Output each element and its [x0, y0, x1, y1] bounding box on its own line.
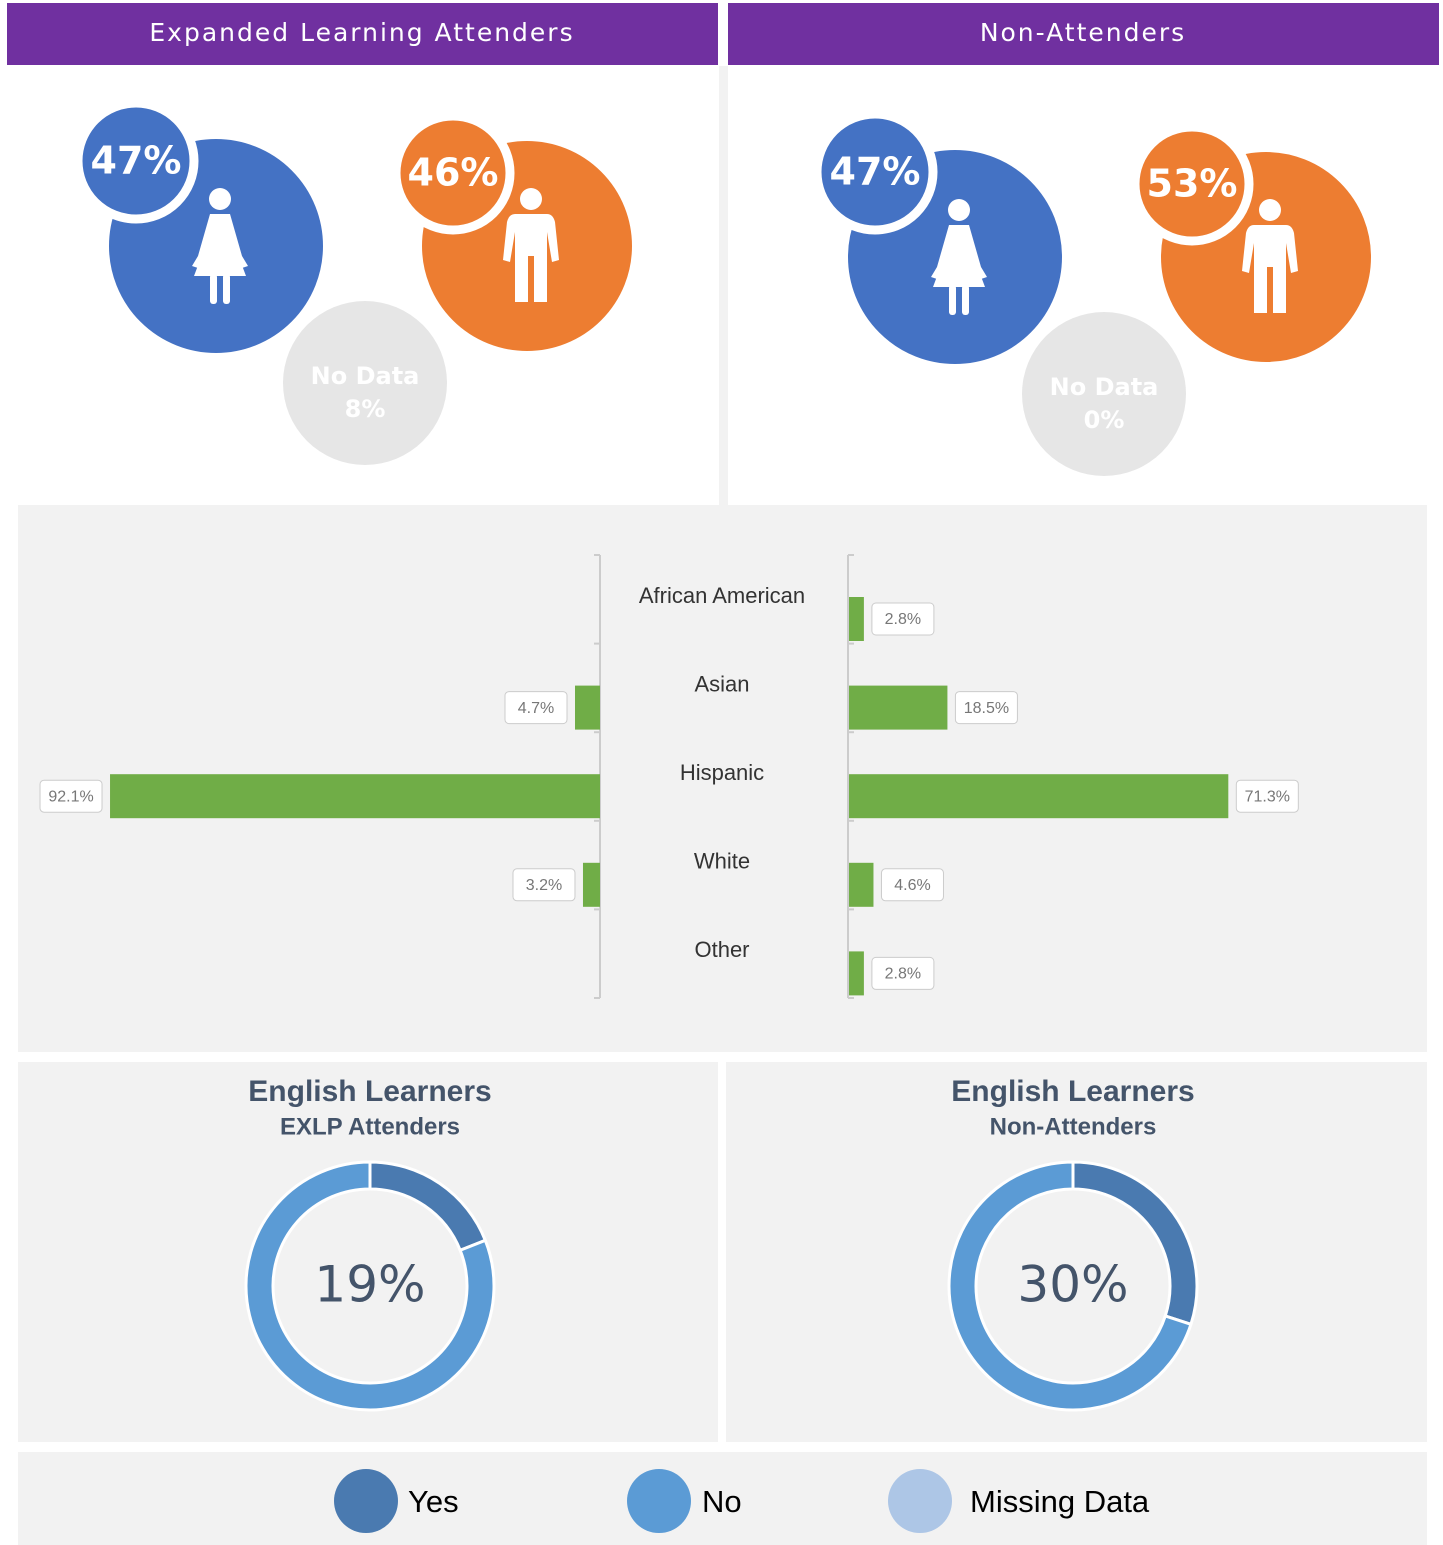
legend-swatch [627, 1469, 691, 1533]
legend-swatch [888, 1469, 952, 1533]
panel-title: Expanded Learning Attenders [149, 18, 574, 47]
no-data-label: No Data [1050, 373, 1159, 401]
female-icon [192, 188, 248, 304]
icon-body [192, 214, 248, 276]
panel-title: Non-Attenders [980, 18, 1186, 47]
icon-head [520, 188, 542, 210]
no-data-value: 8% [345, 395, 386, 423]
donut-panel [726, 1062, 1427, 1442]
icon-leg [210, 274, 217, 304]
gender-badge [73, 98, 199, 224]
donut-slice [244, 1160, 496, 1412]
legend-label: Missing Data [970, 1484, 1150, 1519]
icon-head [948, 199, 970, 221]
value-label: 71.3% [1245, 788, 1290, 805]
donut-center-label: 30% [1017, 1256, 1128, 1314]
bar [849, 597, 864, 641]
value-label: 4.6% [894, 877, 930, 894]
value-label-box [1235, 779, 1299, 813]
value-label: 2.8% [885, 611, 921, 628]
icon-body [931, 225, 987, 287]
donut-panel [18, 1062, 718, 1442]
category-label: Other [694, 937, 749, 962]
value-label-box [880, 868, 944, 902]
value-label-box [871, 602, 935, 636]
donut-title: English Learners [951, 1075, 1194, 1108]
gender-value: 47% [91, 139, 182, 183]
donut-subtitle: Non-Attenders [990, 1113, 1157, 1140]
gender-value: 47% [830, 150, 921, 194]
category-label: Asian [694, 671, 749, 696]
bar [110, 774, 600, 819]
donut-subtitle: EXLP Attenders [280, 1113, 460, 1140]
category-label: Hispanic [680, 760, 764, 785]
gender-badge [391, 111, 515, 235]
value-label-box [504, 691, 568, 725]
value-label: 2.8% [885, 966, 921, 983]
value-label: 3.2% [526, 877, 562, 894]
no-data-value: 0% [1084, 406, 1125, 434]
gender-badge [1130, 122, 1254, 246]
panel-header [7, 3, 718, 65]
legend-panel [18, 1452, 1427, 1545]
icon-head [209, 188, 231, 210]
value-label-box [954, 691, 1018, 725]
no-data-circle [283, 301, 447, 465]
value-label-box [512, 868, 576, 902]
panel-header [728, 3, 1439, 65]
icon-leg [949, 285, 956, 315]
divider [719, 66, 728, 505]
icon-leg [223, 274, 230, 304]
male-icon [503, 188, 559, 302]
category-label: African American [639, 583, 805, 608]
legend-label: No [702, 1484, 742, 1519]
donut-center-label: 19% [314, 1256, 425, 1314]
female-icon [931, 199, 987, 315]
no-data-circle [1022, 312, 1186, 476]
legend-swatch [334, 1469, 398, 1533]
male-icon [1242, 199, 1298, 313]
value-label-box [871, 956, 935, 990]
value-label-box [39, 779, 103, 813]
bar [574, 685, 600, 730]
value-label: 18.5% [964, 700, 1009, 717]
icon-head [1259, 199, 1281, 221]
value-label: 4.7% [518, 700, 554, 717]
legend-label: Yes [408, 1484, 459, 1519]
category-label: White [694, 849, 750, 874]
value-label: 92.1% [48, 788, 93, 805]
bar [849, 862, 874, 907]
gender-badge [812, 109, 938, 235]
no-data-label: No Data [311, 362, 420, 390]
bar [582, 862, 600, 907]
bar [849, 685, 948, 730]
gender-value: 53% [1147, 162, 1238, 206]
gender-value: 46% [408, 151, 499, 195]
bar [849, 774, 1229, 819]
bar [849, 951, 864, 996]
icon-leg [962, 285, 969, 315]
icon-body [503, 214, 559, 302]
donut-slice [947, 1160, 1193, 1412]
donut-title: English Learners [248, 1075, 491, 1108]
icon-body [1242, 225, 1298, 313]
